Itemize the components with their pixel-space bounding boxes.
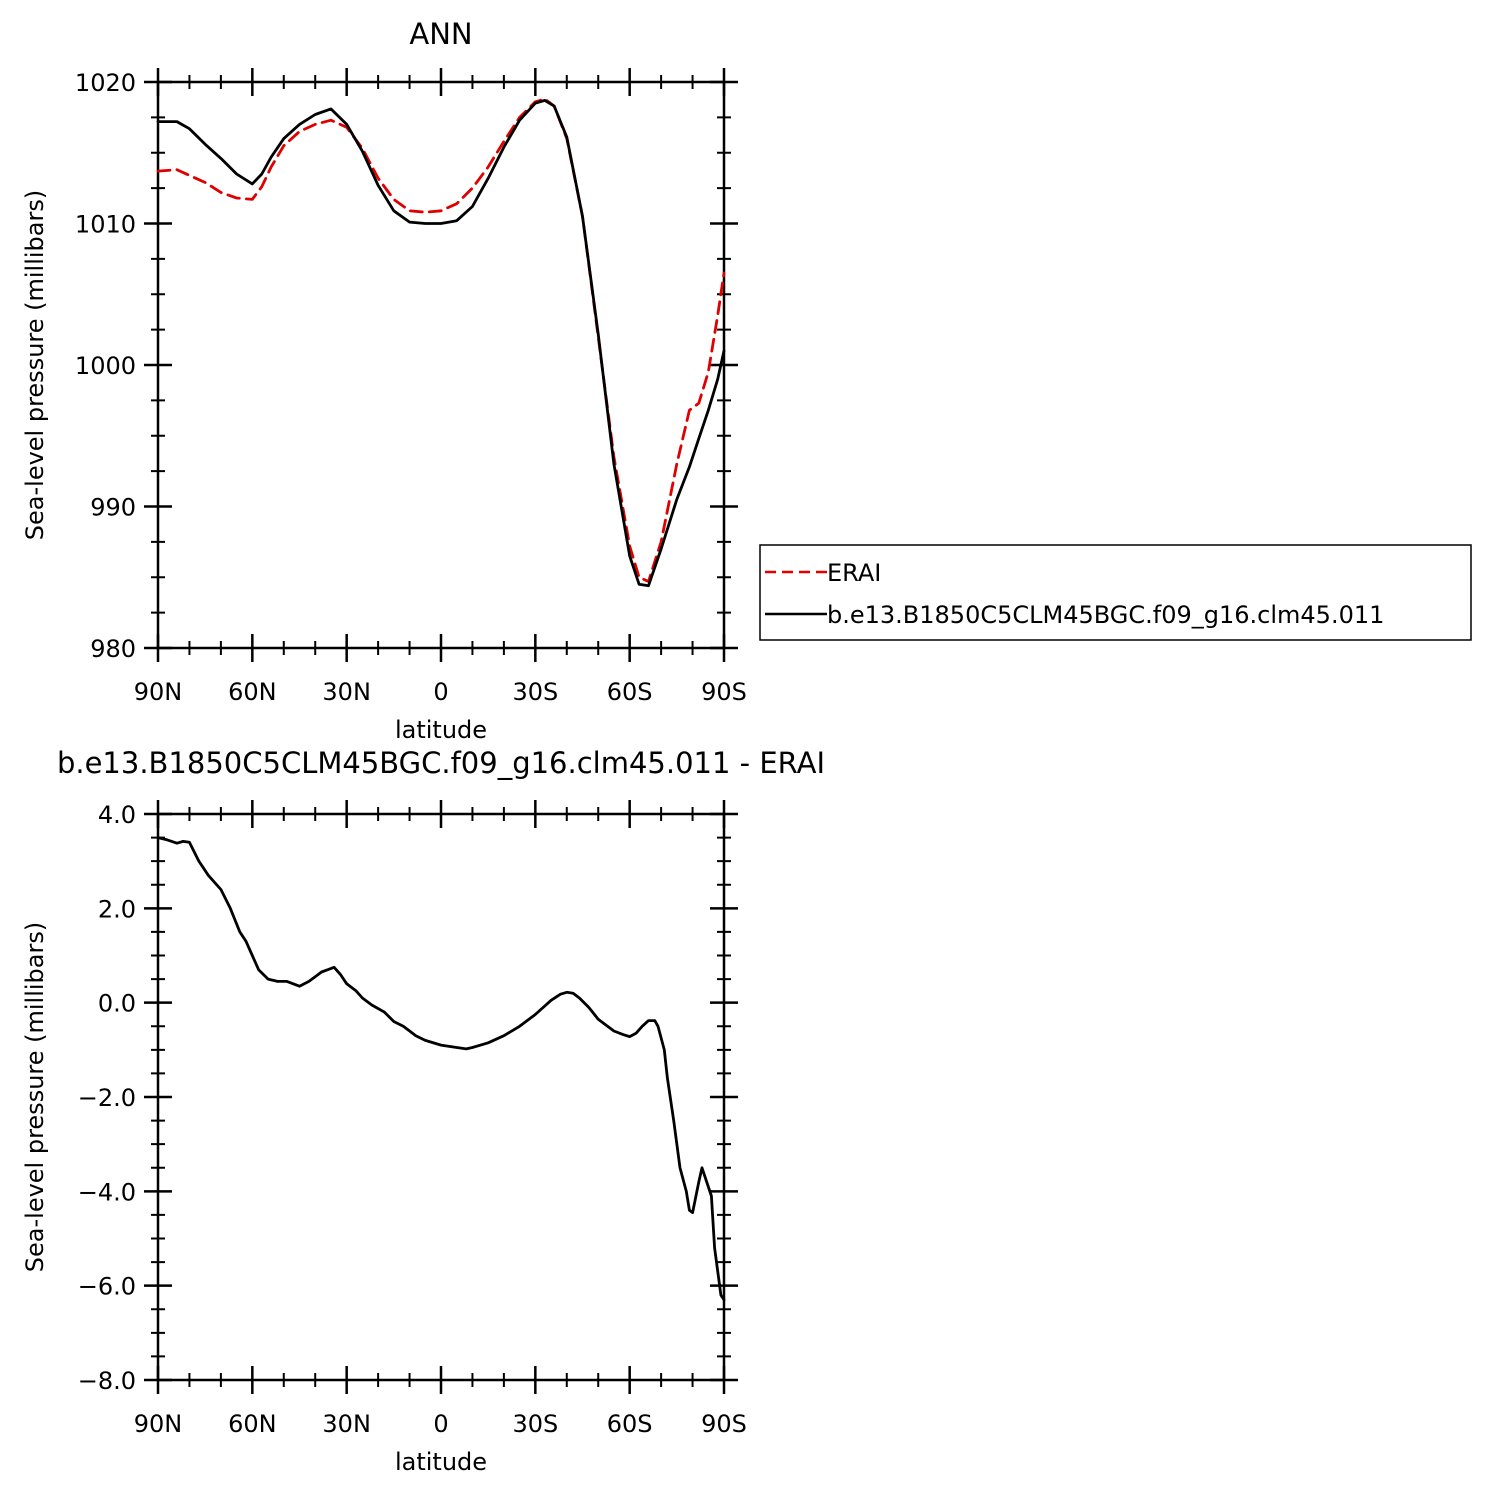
top-x-tick-label: 60S (607, 678, 653, 706)
legend-label-erai: ERAI (827, 559, 881, 587)
top-series-line-0 (156, 97, 726, 583)
legend-label-model: b.e13.B1850C5CLM45BGC.f09_g16.clm45.011 (827, 601, 1384, 629)
bottom-x-tick-label: 0 (433, 1410, 448, 1438)
bottom-y-tick-label: −4.0 (78, 1178, 136, 1206)
bottom-x-tick-label: 60S (607, 1410, 653, 1438)
bottom-y-tick-label: −6.0 (78, 1273, 136, 1301)
legend: ERAI b.e13.B1850C5CLM45BGC.f09_g16.clm45… (759, 544, 1472, 641)
top-plot-frame (156, 80, 726, 650)
bottom-chart-panel: b.e13.B1850C5CLM45BGC.f09_g16.clm45.011 … (21, 746, 825, 1476)
bottom-y-tick-label: 2.0 (98, 895, 136, 923)
top-y-tick-label: 1010 (75, 211, 136, 239)
top-y-axis-label: Sea-level pressure (millibars) (21, 190, 49, 540)
top-x-axis-label: latitude (395, 716, 487, 744)
legend-box (759, 544, 1472, 641)
bottom-y-axis-label: Sea-level pressure (millibars) (21, 922, 49, 1272)
top-x-tick-label: 30N (322, 678, 371, 706)
bottom-y-tick-label: 4.0 (98, 801, 136, 829)
bottom-x-axis-label: latitude (395, 1448, 487, 1476)
bottom-series-line-0 (156, 836, 726, 1302)
bottom-plot-frame (156, 812, 726, 1382)
top-y-tick-label: 1000 (75, 352, 136, 380)
bottom-y-tick-label: −2.0 (78, 1084, 136, 1112)
bottom-x-tick-label: 30N (322, 1410, 371, 1438)
top-axis-ticks: 90N 60N 30N 0 30S 60S 90S 980 990 1000 1010 1020 (75, 68, 747, 706)
bottom-series-layer (156, 836, 726, 1302)
top-y-tick-label: 980 (90, 635, 136, 663)
top-x-tick-label: 30S (512, 678, 558, 706)
top-x-tick-label: 0 (433, 678, 448, 706)
bottom-x-tick-label: 90S (701, 1410, 747, 1438)
top-x-tick-label: 90S (701, 678, 747, 706)
top-y-tick-label: 1020 (75, 69, 136, 97)
bottom-x-tick-label: 60N (228, 1410, 277, 1438)
bottom-axis-ticks: 90N 60N 30N 0 30S 60S 90S −8.0 −6.0 −4.0 −2.0 0.0 2.… (78, 800, 747, 1438)
top-chart-panel: ANN 90N 60N 30N 0 30S 60S 90S 980 990 1000 1010 102… (21, 17, 747, 744)
top-series-line-1 (156, 99, 726, 588)
bottom-x-tick-label: 90N (134, 1410, 183, 1438)
bottom-y-tick-label: −8.0 (78, 1367, 136, 1395)
top-x-tick-label: 60N (228, 678, 277, 706)
bottom-x-tick-label: 30S (512, 1410, 558, 1438)
bottom-y-tick-label: 0.0 (98, 990, 136, 1018)
top-chart-title: ANN (409, 17, 472, 51)
bottom-chart-title: b.e13.B1850C5CLM45BGC.f09_g16.clm45.011 … (57, 746, 825, 780)
top-x-tick-label: 90N (134, 678, 183, 706)
top-y-tick-label: 990 (90, 494, 136, 522)
top-series-layer (156, 97, 726, 588)
